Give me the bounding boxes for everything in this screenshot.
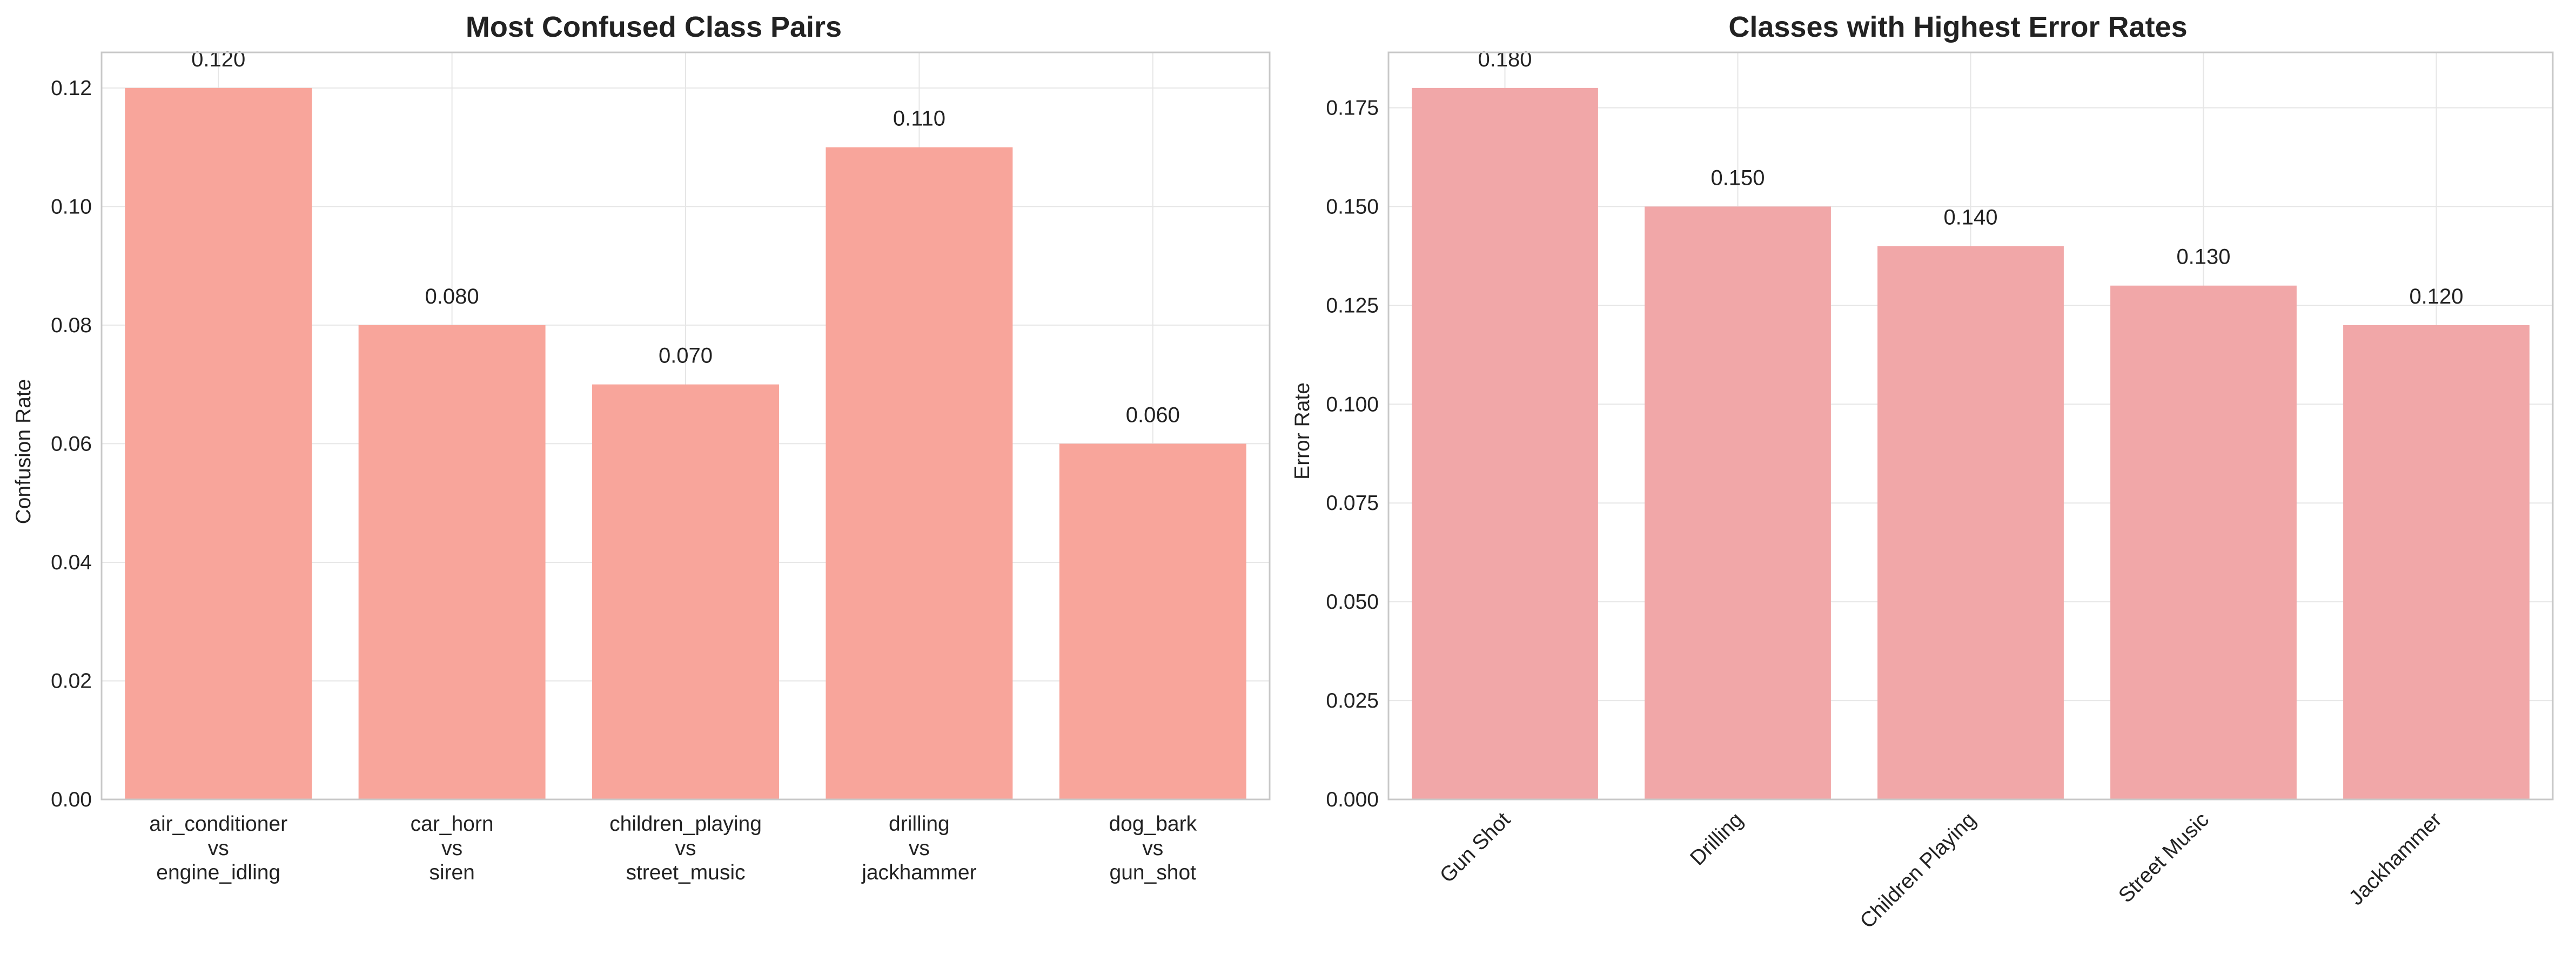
- chart-title: Classes with Highest Error Rates: [1728, 11, 2187, 43]
- y-tick-label: 0.125: [1326, 294, 1379, 317]
- bar-value-label: 0.140: [1943, 206, 1997, 230]
- y-tick-label: 0.06: [51, 432, 92, 455]
- bar: [592, 384, 779, 799]
- y-tick-label: 0.075: [1326, 492, 1379, 515]
- bar-value-label: 0.120: [2409, 285, 2463, 308]
- y-axis-label: Confusion Rate: [12, 379, 35, 524]
- y-tick-label: 0.100: [1326, 393, 1379, 416]
- y-tick-label: 0.02: [51, 669, 92, 692]
- bar: [1877, 246, 2064, 799]
- bar: [2343, 325, 2530, 799]
- bar-value-label: 0.070: [659, 344, 713, 368]
- plot-frame: [100, 51, 1271, 801]
- y-axis-label: Error Rate: [1291, 382, 1314, 480]
- chart-title: Most Confused Class Pairs: [466, 11, 842, 43]
- bar-value-label: 0.130: [2176, 245, 2230, 269]
- bar: [2110, 285, 2297, 799]
- y-tick-label: 0.175: [1326, 96, 1379, 119]
- y-tick-label: 0.04: [51, 551, 92, 574]
- bar: [1645, 206, 1831, 799]
- x-tick-label: air_conditioner vs engine_idling: [149, 812, 287, 884]
- error-rates-chart: Classes with Highest Error Rates Error R…: [1291, 11, 2554, 933]
- plot-frame: [1387, 51, 2554, 801]
- confused-pairs-chart: Most Confused Class Pairs Confusion Rate…: [12, 11, 1271, 884]
- bar: [358, 325, 546, 799]
- bar-value-label: 0.110: [893, 107, 945, 131]
- y-tick-label: 0.150: [1326, 195, 1379, 218]
- bar: [1059, 443, 1246, 799]
- y-tick-label: 0.10: [51, 195, 92, 218]
- bar-value-label: 0.120: [191, 48, 245, 71]
- bar: [826, 147, 1013, 800]
- bar-value-label: 0.060: [1126, 403, 1180, 427]
- bar: [1412, 88, 1598, 799]
- bar-value-label: 0.180: [1478, 48, 1532, 71]
- y-tick-label: 0.000: [1326, 788, 1379, 811]
- y-tick-label: 0.08: [51, 314, 92, 337]
- y-tick-label: 0.025: [1326, 689, 1379, 712]
- y-tick-label: 0.00: [51, 788, 92, 811]
- bar: [125, 88, 312, 799]
- bar-value-label: 0.080: [425, 285, 479, 308]
- y-tick-label: 0.050: [1326, 590, 1379, 614]
- x-tick-label: car_horn vs siren: [411, 812, 494, 884]
- x-tick-label: drilling vs jackhammer: [861, 812, 976, 884]
- bar-value-label: 0.150: [1710, 166, 1765, 190]
- x-tick-label: dog_bark vs gun_shot: [1109, 812, 1197, 884]
- x-tick-label: children_playing vs street_music: [609, 812, 762, 884]
- y-tick-label: 0.12: [51, 77, 92, 100]
